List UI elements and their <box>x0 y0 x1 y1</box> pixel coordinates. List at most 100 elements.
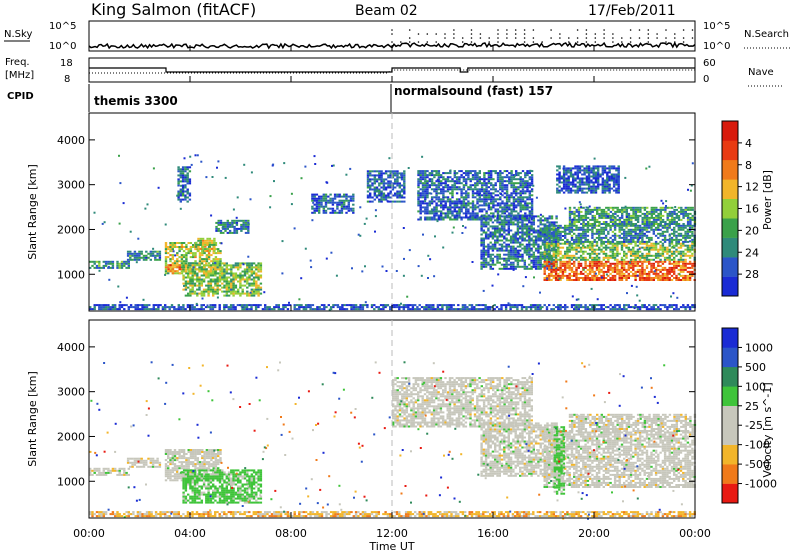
scatter-cell <box>483 178 486 181</box>
scatter-cell <box>519 217 522 220</box>
scatter-cell <box>484 223 488 226</box>
scatter-cell <box>244 227 248 230</box>
scatter-cell <box>453 182 456 185</box>
scatter-cell <box>494 231 497 234</box>
scatter-cell <box>177 174 180 177</box>
scatter-cell <box>691 218 694 221</box>
scatter-cell <box>433 216 436 219</box>
scatter-cell <box>237 288 240 291</box>
scatter-cell <box>686 216 690 219</box>
scatter-cell <box>604 226 608 229</box>
scatter-cell <box>435 172 438 175</box>
scatter-cell <box>643 268 646 271</box>
scatter-cell <box>608 183 611 186</box>
scatter-cell <box>366 186 370 189</box>
scatter-cell <box>403 176 406 179</box>
scatter-cell <box>671 216 674 219</box>
scatter-cell <box>490 202 493 205</box>
scatter-cell <box>578 189 582 192</box>
scatter-cell <box>596 206 599 209</box>
scatter-cell <box>661 248 665 251</box>
scatter-cell <box>471 210 475 213</box>
scatter-cell <box>648 277 651 279</box>
scatter-cell <box>228 231 232 234</box>
scatter-cell <box>237 266 240 269</box>
scatter-cell <box>550 247 554 250</box>
scatter-cell <box>641 277 644 279</box>
scatter-cell <box>435 214 438 217</box>
scatter-cell <box>202 264 206 267</box>
scatter-cell <box>609 228 612 231</box>
scatter-cell <box>577 216 581 219</box>
scatter-cell <box>627 248 630 251</box>
scatter-cell <box>677 214 681 217</box>
scatter-cell <box>237 292 240 295</box>
scatter-cell <box>248 294 251 297</box>
scatter-cell <box>180 260 184 263</box>
scatter-cell <box>554 277 558 279</box>
scatter-cell <box>503 188 506 191</box>
scatter-cell <box>509 229 513 232</box>
scatter-cell <box>180 266 184 269</box>
scatter-cell <box>340 211 344 214</box>
scatter-cell <box>586 274 590 277</box>
nsearch-dot <box>691 37 694 39</box>
scatter-cell <box>494 255 497 258</box>
scatter-cell <box>548 236 551 239</box>
scatter-cell <box>539 245 542 248</box>
scatter-cell <box>176 242 179 244</box>
scatter-cell <box>686 250 690 253</box>
scatter-cell <box>661 238 665 241</box>
scatter-cell <box>521 253 524 256</box>
scatter-cell <box>586 252 590 255</box>
scatter-cell <box>688 224 692 227</box>
scatter-cell <box>552 264 555 267</box>
scatter-cell <box>648 274 651 277</box>
scatter-cell <box>173 242 177 244</box>
scatter-cell <box>673 268 676 271</box>
scatter-cell <box>632 238 635 241</box>
scatter-cell <box>688 230 692 233</box>
scatter-cell <box>482 221 485 224</box>
scatter-cell <box>510 204 513 207</box>
scatter-cell <box>218 268 222 271</box>
scatter-cell <box>539 231 542 234</box>
scatter-cell <box>421 206 425 209</box>
scatter-cell <box>561 260 565 263</box>
scatter-cell <box>181 174 185 177</box>
scatter-cell <box>257 288 260 291</box>
scatter-cell <box>677 223 681 225</box>
scatter-cell <box>537 249 540 252</box>
scatter-cell <box>652 254 655 257</box>
scatter-cell <box>545 224 549 227</box>
scatter-cell <box>670 274 674 277</box>
scatter-cell <box>435 218 438 221</box>
scatter-cell <box>618 277 621 279</box>
scatter-cell <box>557 240 560 243</box>
scatter-cell <box>589 212 592 215</box>
nsearch-dot <box>603 29 605 31</box>
scatter-cell <box>650 244 653 247</box>
scatter-cell <box>187 272 190 275</box>
scatter-cell <box>460 200 463 203</box>
scatter-cell <box>634 272 637 275</box>
scatter-cell <box>599 173 602 176</box>
scatter-cell <box>509 257 513 260</box>
scatter-cell <box>616 246 619 249</box>
scatter-cell <box>455 206 459 209</box>
scatter-cell <box>686 230 690 233</box>
scatter-cell <box>440 192 443 195</box>
scatter-cell <box>600 214 603 217</box>
scatter-cell <box>636 218 640 221</box>
scatter-cell <box>526 208 529 211</box>
scatter-cell <box>601 179 604 182</box>
scatter-cell <box>494 263 497 266</box>
scatter-cell <box>575 256 578 259</box>
scatter-cell <box>608 185 611 188</box>
scatter-cell <box>389 190 392 193</box>
scatter-cell <box>627 272 630 275</box>
scatter-cell <box>569 191 573 194</box>
scatter-cell <box>609 218 613 221</box>
scatter-cell <box>586 268 590 271</box>
scatter-cell <box>484 251 488 254</box>
